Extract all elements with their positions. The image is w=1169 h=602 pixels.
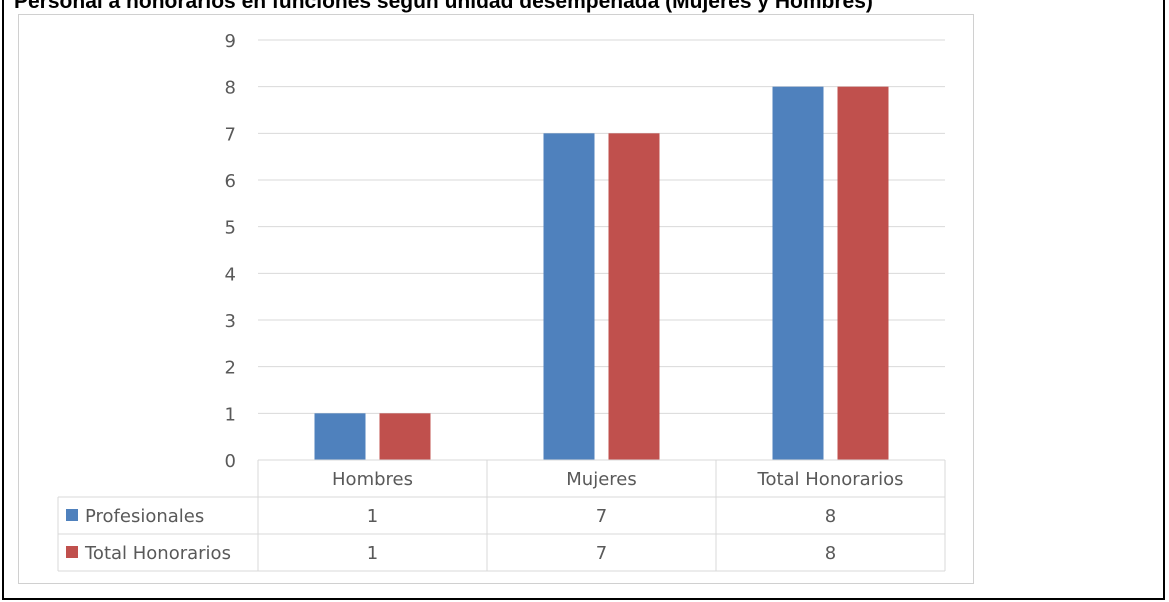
y-tick-label: 4 (225, 264, 236, 285)
table-value: 7 (596, 543, 607, 564)
table-value: 1 (367, 506, 378, 527)
bar-total-honorarios (379, 413, 431, 460)
y-tick-label: 5 (225, 218, 236, 239)
y-tick-label: 2 (225, 358, 236, 379)
y-tick-label: 7 (225, 124, 236, 145)
table-value: 8 (825, 506, 836, 527)
y-tick-label: 3 (225, 311, 236, 332)
chart-container: 0 1 2 3 4 5 6 7 8 9 Hombres Mujeres Total Honorarios… (18, 14, 974, 584)
table-value: 8 (825, 543, 836, 564)
bar-total-honorarios (837, 86, 889, 461)
bar-profesionales (543, 133, 595, 460)
legend-label: Profesionales (85, 506, 204, 527)
bar-chart: 0 1 2 3 4 5 6 7 8 9 Hombres Mujeres Total Honorarios… (57, 31, 946, 572)
y-tick-label: 1 (225, 404, 236, 425)
legend-swatch (66, 509, 78, 521)
table-value: 1 (367, 543, 378, 564)
category-label: Hombres (332, 469, 413, 490)
category-label: Total Honorarios (757, 469, 904, 490)
y-tick-label: 9 (225, 31, 236, 52)
bar-profesionales (314, 413, 366, 460)
category-label: Mujeres (566, 469, 636, 490)
bar-total-honorarios (608, 133, 660, 460)
y-tick-label: 8 (225, 78, 236, 99)
y-tick-label: 0 (225, 451, 236, 472)
y-tick-label: 6 (225, 171, 236, 192)
bar-profesionales (772, 86, 824, 461)
legend-swatch (66, 546, 78, 558)
table-value: 7 (596, 506, 607, 527)
legend-label: Total Honorarios (84, 543, 231, 564)
page-title: Personal a honorarios en funciones según… (14, 0, 873, 13)
